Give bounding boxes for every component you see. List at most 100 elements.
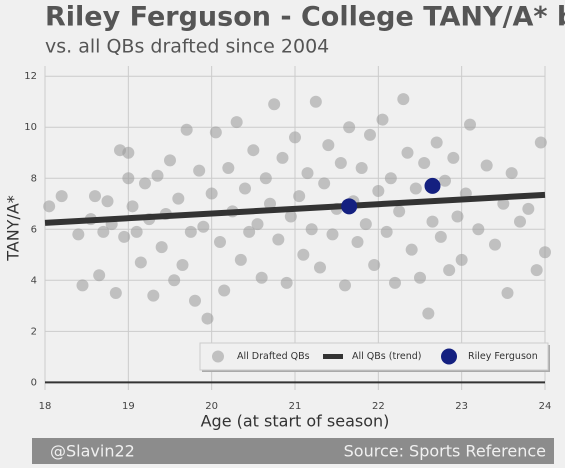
point (514, 215, 526, 228)
point (218, 284, 231, 297)
point (89, 190, 101, 203)
point (276, 151, 289, 164)
point (305, 223, 318, 236)
point (426, 215, 439, 228)
point (451, 210, 464, 223)
point (168, 274, 181, 287)
point (209, 126, 222, 139)
point (522, 202, 535, 215)
point (164, 154, 176, 167)
point (430, 136, 443, 149)
point (126, 200, 139, 213)
point (251, 218, 264, 231)
y-axis-label: TANY/A* (4, 195, 23, 262)
point (259, 172, 272, 185)
point (489, 238, 501, 251)
x-tick-label: 22 (372, 401, 385, 412)
point (455, 253, 468, 266)
point (76, 279, 89, 292)
point (122, 146, 135, 159)
y-tick-label: 4 (31, 275, 37, 286)
point (243, 225, 256, 238)
point (339, 279, 351, 292)
point (280, 276, 293, 289)
point (326, 228, 339, 241)
chart-title: Riley Ferguson - College TANY/A* by Age (45, 2, 565, 33)
point (380, 225, 393, 238)
point (480, 159, 493, 172)
point (530, 264, 543, 277)
x-tick-label: 21 (289, 401, 302, 412)
point (343, 121, 356, 134)
point (222, 162, 235, 175)
y-tick-label: 0 (31, 377, 37, 388)
point (376, 113, 389, 126)
point (101, 195, 114, 208)
point (172, 192, 185, 205)
point (464, 118, 476, 131)
point (247, 144, 260, 157)
point (318, 177, 331, 190)
trend-line (44, 191, 546, 226)
point (43, 200, 56, 213)
point (205, 187, 218, 200)
point (176, 258, 189, 271)
point (134, 256, 147, 269)
x-tick-label: 19 (122, 401, 135, 412)
y-tick-label: 12 (24, 71, 37, 82)
point (297, 248, 310, 261)
point (368, 258, 381, 271)
point (322, 139, 335, 152)
point (372, 185, 385, 198)
point (501, 287, 514, 300)
chart-subtitle: vs. all QBs drafted since 2004 (45, 36, 329, 58)
point (447, 151, 460, 164)
footer-source: Source: Sports Reference (344, 442, 546, 461)
point (409, 182, 422, 195)
point (355, 162, 368, 175)
point (97, 225, 110, 238)
point (93, 269, 106, 282)
legend-label: All Drafted QBs (237, 351, 310, 362)
legend-swatch (212, 350, 224, 363)
point (214, 236, 226, 249)
point (384, 172, 397, 185)
point (284, 210, 297, 223)
point (539, 246, 551, 259)
highlight-point (424, 177, 441, 194)
highlight-point (341, 198, 358, 215)
point (472, 223, 485, 236)
x-tick-label: 18 (39, 401, 52, 412)
legend: All Drafted QBs All QBs (trend) Riley Ferg… (199, 342, 550, 372)
point (268, 98, 281, 111)
point (389, 276, 401, 289)
legend-label: All QBs (trend) (352, 351, 422, 362)
point (434, 230, 447, 243)
point (422, 307, 435, 320)
point (130, 225, 143, 238)
point (301, 167, 314, 180)
point (405, 243, 418, 256)
point (180, 123, 193, 136)
x-tick-label: 24 (539, 401, 552, 412)
point (534, 136, 547, 149)
point (109, 287, 122, 300)
point (118, 230, 131, 243)
point (443, 264, 456, 277)
point (147, 289, 160, 302)
point (439, 174, 451, 187)
point (314, 261, 326, 274)
x-tick-label: 20 (205, 401, 218, 412)
legend-swatch (441, 348, 457, 365)
point (289, 131, 301, 144)
point (197, 220, 210, 233)
point (497, 197, 510, 210)
point (72, 228, 85, 241)
point (55, 190, 68, 203)
point (397, 93, 410, 106)
y-tick-label: 8 (31, 173, 37, 184)
point (239, 182, 251, 195)
point (189, 294, 201, 307)
point (393, 205, 406, 218)
